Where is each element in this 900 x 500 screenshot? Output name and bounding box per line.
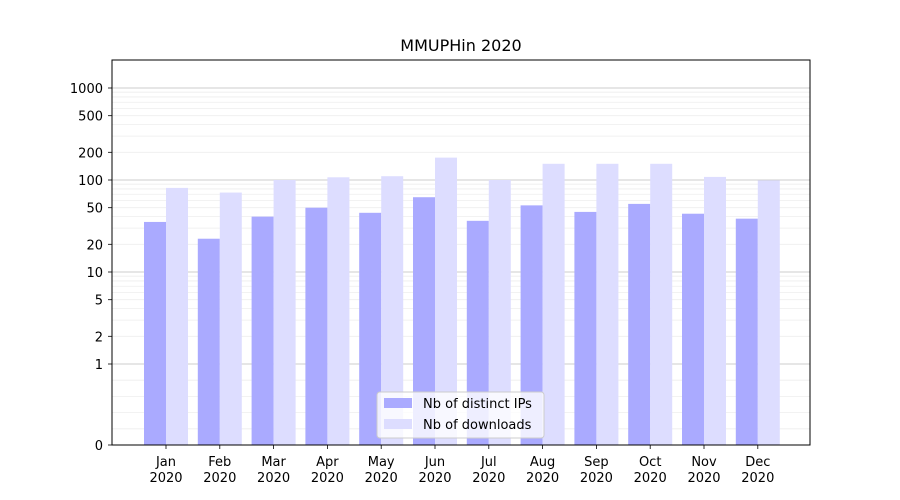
bar-downloads-nov: [704, 176, 726, 445]
legend-swatch-distinct-ips: [384, 398, 412, 408]
bar-distinct-ips-feb: [197, 238, 220, 445]
x-axis: Jan2020Feb2020Mar2020Apr2020May2020Jun20…: [149, 445, 774, 486]
x-tick-label: Nov: [691, 455, 717, 470]
x-tick-label: Apr: [316, 455, 339, 470]
x-tick-label: Jan: [155, 455, 176, 470]
y-tick-label: 500: [78, 110, 103, 125]
bar-distinct-ips-oct: [628, 203, 651, 445]
x-tick-year-label: 2020: [365, 471, 398, 486]
legend-swatch-downloads: [384, 419, 412, 429]
y-tick-label: 1: [95, 358, 103, 373]
legend-box: [376, 391, 545, 439]
x-tick-label: Jun: [424, 455, 445, 470]
legend-label-distinct-ips: Nb of distinct IPs: [423, 397, 532, 412]
bar-downloads-aug: [542, 163, 565, 445]
x-tick-year-label: 2020: [526, 471, 559, 486]
bar-distinct-ips-sep: [574, 211, 597, 445]
bar-distinct-ips-dec: [735, 218, 758, 445]
x-tick-year-label: 2020: [634, 471, 667, 486]
bar-downloads-sep: [596, 163, 619, 445]
bar-downloads-feb: [219, 192, 242, 445]
bar-distinct-ips-aug: [520, 205, 543, 445]
x-tick-label: Jul: [480, 455, 497, 470]
bar-downloads-dec: [757, 180, 780, 446]
bar-downloads-jan: [166, 187, 188, 445]
y-axis: 0 1 2 5 10 20 50 100 200 500 1000: [70, 82, 112, 454]
y-tick-label: 1000: [70, 82, 103, 97]
bar-distinct-ips-may: [359, 212, 382, 445]
bar-downloads-apr: [327, 177, 350, 445]
plot-frame: [111, 59, 811, 446]
x-tick-year-label: 2020: [687, 471, 720, 486]
bar-downloads-jun: [435, 157, 457, 445]
y-tick-label: 200: [78, 146, 103, 161]
y-tick-label: 50: [86, 202, 103, 217]
x-tick-label: Feb: [208, 455, 231, 470]
x-tick-label: Mar: [261, 455, 286, 470]
bar-distinct-ips-jun: [413, 197, 435, 445]
legend-label-downloads: Nb of downloads: [423, 418, 532, 433]
x-tick-year-label: 2020: [257, 471, 290, 486]
x-tick-year-label: 2020: [149, 471, 182, 486]
x-tick-year-label: 2020: [311, 471, 344, 486]
x-tick-year-label: 2020: [472, 471, 505, 486]
x-tick-year-label: 2020: [580, 471, 613, 486]
bar-downloads-jul: [488, 180, 511, 445]
bar-downloads-oct: [650, 163, 673, 445]
bar-distinct-ips-apr: [305, 207, 328, 445]
y-tick-label: 100: [78, 174, 103, 189]
y-tick-label: 10: [86, 266, 103, 281]
x-tick-year-label: 2020: [741, 471, 774, 486]
x-tick-year-label: 2020: [203, 471, 236, 486]
x-tick-label: Sep: [584, 455, 609, 470]
bar-distinct-ips-mar: [251, 216, 274, 445]
x-tick-year-label: 2020: [418, 471, 451, 486]
bars: [144, 157, 780, 446]
y-tick-label: 5: [95, 294, 103, 309]
chart-title: MMUPHin 2020: [400, 36, 521, 55]
legend: Nb of distinct IPs Nb of downloads: [376, 391, 545, 439]
x-tick-label: Aug: [530, 455, 555, 470]
bar-distinct-ips-nov: [682, 213, 704, 445]
x-tick-label: May: [368, 455, 395, 470]
bar-distinct-ips-jul: [466, 220, 489, 445]
bar-downloads-may: [381, 176, 404, 445]
y-tick-label: 0: [95, 439, 103, 454]
bar-downloads-mar: [273, 180, 296, 445]
y-tick-label: 2: [95, 330, 103, 345]
x-tick-label: Dec: [745, 455, 770, 470]
x-tick-label: Oct: [639, 455, 661, 470]
y-tick-label: 20: [86, 238, 103, 253]
bar-distinct-ips-jan: [144, 221, 166, 445]
